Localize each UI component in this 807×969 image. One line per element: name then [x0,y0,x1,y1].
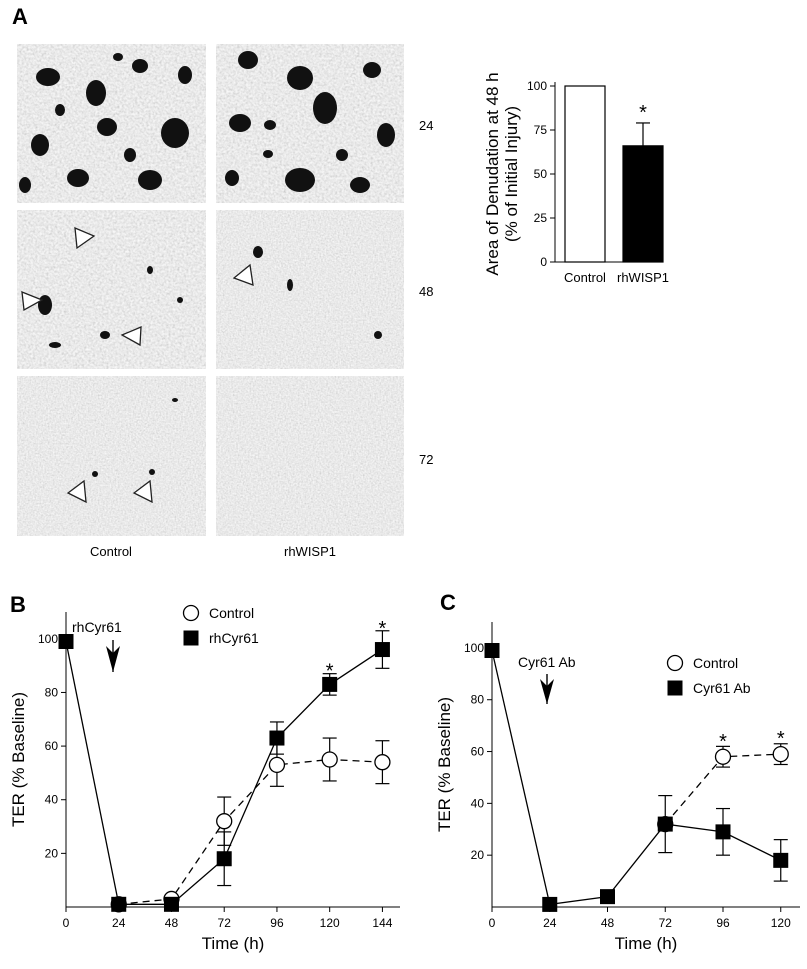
micrograph-rhwisp1-48 [216,210,404,369]
chart-c-y-axis-title: TER (% Baseline) [435,697,454,832]
chart-b-series-1-point [58,634,74,649]
micrograph-rhwisp1-72 [216,376,404,536]
chart-c-significance-star: * [777,728,785,750]
chart-c-x-tick-label: 0 [489,916,496,930]
panel-c-letter: C [440,590,456,615]
a-y-axis-title-line: Area of Denudation at 48 h [483,72,502,275]
row-label-24: 24 [419,118,433,133]
panel-a-letter: A [12,4,28,29]
column-label-rhwisp1: rhWISP1 [284,544,336,559]
a-bar-0 [564,85,606,263]
chart-c-series-1-line [491,650,782,906]
column-label-control: Control [90,544,132,559]
chart-b-series-1-point [374,642,390,658]
chart-b-x-tick-label: 144 [372,916,392,930]
denudation-bar-chart: 0 25 50 75 100 Control * rhWISP1 Area of Denudat… [483,72,669,285]
chart-c-x-tick-label: 72 [659,916,673,930]
micrograph-control-24 [17,44,206,203]
rhcyr61-arrow-icon [106,640,120,672]
chart-c-x-tick-label: 96 [716,916,730,930]
a-y-tick-label: 50 [534,167,548,181]
chart-b-legend-label: Control [209,605,254,621]
chart-b-significance-star: * [326,661,334,683]
chart-b-series-1-point [163,896,179,912]
chart-b-series-1-point [111,896,127,912]
chart-b-x-tick-label: 0 [63,916,70,930]
chart-b-y-tick-label: 100 [38,632,58,646]
chart-c-x-tick-label: 48 [601,916,615,930]
chart-c-series-0-point [772,745,789,763]
chart-b-y-tick-label: 60 [45,739,59,753]
a-category-label: rhWISP1 [617,270,669,285]
a-y-axis-title-line: (% of Initial Injury) [502,106,521,242]
chart-c-y-tick-label: 40 [471,796,485,810]
chart-b-y-axis-title: TER (% Baseline) [9,692,28,827]
chart-c-x-axis-title: Time (h) [615,934,678,953]
a-y-tick-label: 25 [534,211,548,225]
chart-b-y-tick-label: 20 [45,846,59,860]
row-label-48: 48 [419,284,433,299]
chart-b-series-0-point [374,754,391,771]
chart-b-legend-marker [183,630,199,646]
chart-c-series-1-point [484,643,500,658]
a-significance-star: * [639,102,647,124]
a-y-axis-title: Area of Denudation at 48 h(% of Initial … [483,72,521,275]
chart-b-series-1-point [322,676,338,692]
chart-b-x-tick-label: 120 [320,916,340,930]
cyr61ab-arrow-icon [540,674,554,704]
chart-c-legend-label: Cyr61 Ab [693,680,751,696]
chart-c-legend-marker [666,654,684,672]
chart-b-legend-label: rhCyr61 [209,630,259,646]
micrograph-control-48 [17,210,206,369]
chart-c-series-1-point [773,852,789,868]
chart-c-series-1-point [657,816,673,832]
chart-b-series-0-point [321,751,338,768]
chart-b-series-1-point [216,851,232,867]
ter-cyr61ab-chart: 20 40 60 80 100 0 24 48 72 96 120 Time (h) TER (% Ba… [435,622,800,953]
chart-b-series-1-point [269,730,285,746]
chart-b-x-tick-label: 72 [218,916,232,930]
chart-c-series-1-point [715,824,731,840]
chart-b-significance-star: * [379,618,387,640]
chart-b-y-tick-label: 40 [45,793,59,807]
chart-b-series-0-point [216,813,233,830]
chart-c-y-tick-label: 20 [471,848,485,862]
a-category-label: Control [564,270,606,285]
chart-b-x-tick-label: 48 [165,916,179,930]
chart-b-series-0-line [118,758,383,905]
chart-b-x-tick-label: 24 [112,916,126,930]
a-y-tick-label: 0 [540,255,547,269]
panel-b-letter: B [10,592,26,617]
chart-c-x-tick-label: 24 [543,916,557,930]
chart-c-series-1-point [600,889,615,905]
chart-b-series-0-point [268,756,286,774]
cyr61ab-arrow-label: Cyr61 Ab [518,654,576,670]
chart-b-y-tick-label: 80 [45,685,59,699]
chart-c-y-tick-label: 100 [464,641,484,655]
rhcyr61-arrow-label: rhCyr61 [72,619,122,635]
chart-b-x-axis-title: Time (h) [202,934,265,953]
chart-c-series-0-point [714,748,732,765]
ter-rhcyr61-chart: 20 40 60 80 100 0 24 48 72 96 120 144 Time (h) TER (%… [9,604,400,953]
micrograph-grid [17,44,404,536]
chart-c-series-1-point [542,896,558,912]
chart-b-x-tick-label: 96 [270,916,284,930]
micrograph-control-72 [17,376,206,536]
chart-c-y-tick-label: 80 [471,693,485,707]
a-y-tick-label: 75 [534,123,548,137]
a-y-tick-label: 100 [527,79,547,93]
chart-b-legend-marker [182,604,200,622]
row-label-72: 72 [419,452,433,467]
chart-c-significance-star: * [719,731,727,753]
chart-c-legend-marker [667,680,683,696]
chart-c-x-tick-label: 120 [771,916,791,930]
chart-c-legend-label: Control [693,655,738,671]
micrograph-rhwisp1-24 [216,44,404,203]
a-bar-1 [622,145,664,263]
chart-c-y-tick-label: 60 [471,745,485,759]
